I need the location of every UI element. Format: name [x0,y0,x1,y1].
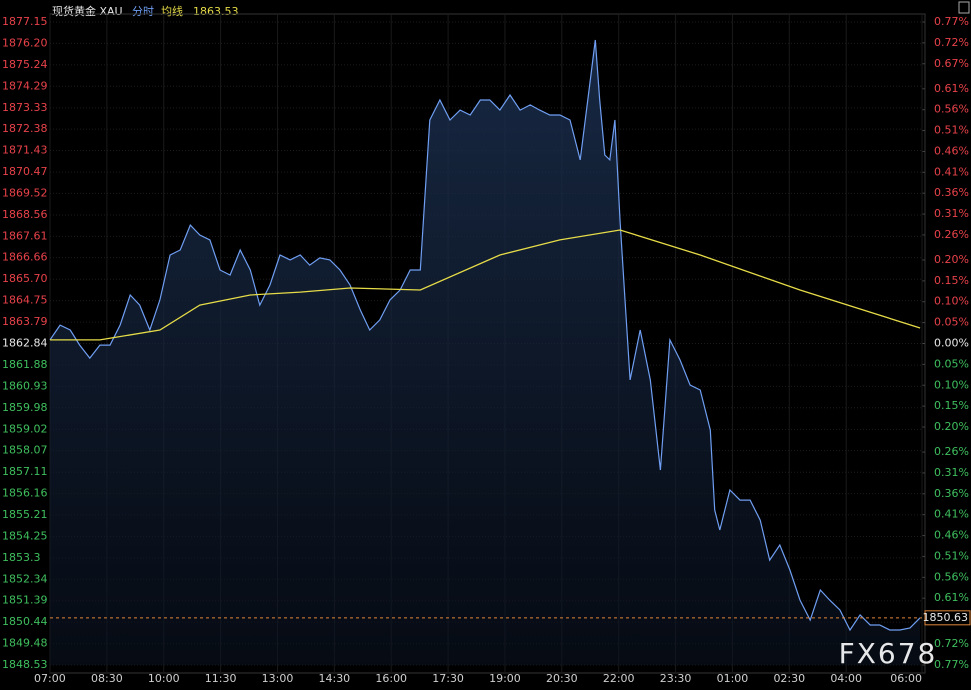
y-tick-label: 1859.98 [2,401,48,414]
y-tick-label: 1860.93 [2,379,48,392]
y2-tick-label: 0.41% [934,165,969,178]
y2-tick-label: 0.05% [934,357,969,370]
x-tick-label: 20:30 [546,672,578,685]
y-tick-label: 1861.88 [2,358,48,371]
y-tick-label: 1852.34 [2,572,48,585]
x-tick-label: 16:00 [375,672,407,685]
y2-tick-label: 0.72% [934,36,969,49]
y2-tick-label: 0.36% [934,487,969,500]
y2-tick-label: 0.15% [934,274,969,287]
y-tick-label: 1863.79 [2,315,48,328]
x-tick-label: 07:00 [34,672,66,685]
x-tick-label: 13:00 [262,672,294,685]
x-tick-label: 19:00 [489,672,521,685]
y-tick-label: 1868.56 [2,208,48,221]
current-price-label: 1850.63 [923,611,969,624]
y2-tick-label: 0.72% [934,637,969,650]
y-tick-label: 1854.25 [2,529,48,542]
y2-tick-label: 0.56% [934,570,969,583]
y-tick-label: 1876.20 [2,36,48,49]
y-tick-label: 1870.47 [2,165,48,178]
y2-tick-label: 0.56% [934,103,969,116]
y2-tick-label: 0.20% [934,420,969,433]
series-label: 均线 [161,4,183,18]
y2-tick-label: 0.77% [934,15,969,28]
y2-tick-label: 0.36% [934,186,969,199]
chart-title: 现货黄金 XAU [52,4,123,18]
watermark: FX678 [839,637,938,670]
y-tick-label: 1874.29 [2,79,48,92]
y-tick-label: 1873.33 [2,101,48,114]
y-tick-label: 1875.24 [2,58,48,71]
avg-value: 1863.53 [193,5,239,18]
y2-tick-label: 0.61% [934,82,969,95]
y-tick-label: 1855.21 [2,508,48,521]
y2-tick-label: 0.10% [934,378,969,391]
y2-tick-label: 0.00% [934,337,969,350]
y2-tick-label: 0.77% [934,658,969,671]
y-tick-label: 1877.15 [2,15,48,28]
x-tick-label: 23:30 [660,672,692,685]
y-tick-label: 1865.70 [2,272,48,285]
current-price-box [924,610,971,626]
x-tick-label: 02:30 [773,672,805,685]
y-tick-label: 1859.02 [2,422,48,435]
y2-tick-label: 0.46% [934,144,969,157]
y-tick-label: 1869.52 [2,186,48,199]
y2-tick-label: 0.10% [934,295,969,308]
x-tick-label: 11:30 [205,672,237,685]
y-tick-label: 1871.43 [2,144,48,157]
y-tick-label: 1864.75 [2,294,48,307]
y-tick-label: 1848.53 [2,658,48,671]
x-tick-label: 04:00 [830,672,862,685]
y-tick-label: 1867.61 [2,229,48,242]
y-tick-label: 1862.84 [2,337,48,350]
y-tick-label: 1858.07 [2,444,48,457]
series-line [50,229,921,341]
y-tick-label: 1856.16 [2,487,48,500]
y2-tick-label: 0.67% [934,57,969,70]
y-tick-label: 1857.11 [2,465,48,478]
x-tick-label: 10:00 [148,672,180,685]
y2-tick-label: 0.31% [934,466,969,479]
x-tick-label: 08:30 [91,672,123,685]
corner-icon[interactable] [958,1,970,14]
x-tick-label: 17:30 [432,672,464,685]
y2-tick-label: 0.05% [934,316,969,329]
series-line [49,39,921,632]
x-tick-label: 14:30 [318,672,350,685]
area [50,40,921,665]
x-tick-label: 22:00 [603,672,635,685]
y2-tick-label: 0.51% [934,124,969,137]
y-tick-label: 1849.48 [2,637,48,650]
y2-tick-label: 0.20% [934,253,969,266]
y2-tick-label: 0.41% [934,508,969,521]
x-tick-label: 06:00 [890,672,922,685]
y2-tick-label: 0.51% [934,549,969,562]
y2-tick-label: 0.61% [934,591,969,604]
y-tick-label: 1866.66 [2,251,48,264]
y-tick-label: 1851.39 [2,594,48,607]
y2-tick-label: 0.26% [934,445,969,458]
y-tick-label: 1850.44 [2,615,48,628]
y2-tick-label: 0.26% [934,228,969,241]
series-label: 分时 [132,5,154,18]
y2-tick-label: 0.15% [934,399,969,412]
y2-tick-label: 0.46% [934,529,969,542]
x-tick-label: 01:00 [717,672,749,685]
y2-tick-label: 0.31% [934,207,969,220]
y-tick-label: 1853.3 [2,551,41,564]
y-tick-label: 1872.38 [2,122,48,135]
